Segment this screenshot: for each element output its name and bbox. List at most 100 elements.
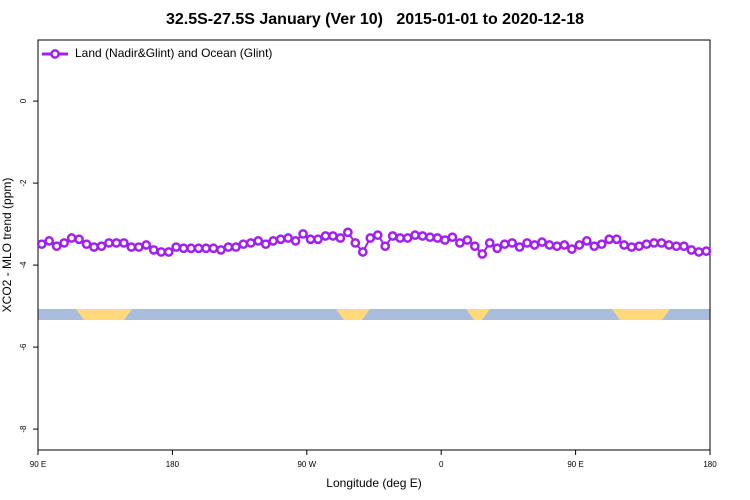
data-point xyxy=(44,236,55,246)
data-point xyxy=(559,240,570,250)
data-point xyxy=(626,242,637,252)
data-point xyxy=(260,239,271,250)
data-point xyxy=(455,238,465,248)
data-point xyxy=(208,243,219,254)
data-point xyxy=(178,243,189,254)
data-point xyxy=(462,235,473,245)
data-point xyxy=(417,231,428,241)
data-point xyxy=(499,239,510,250)
data-point xyxy=(589,241,600,252)
data-point xyxy=(298,229,308,239)
data-point xyxy=(604,234,615,245)
land-band xyxy=(76,309,132,320)
data-point xyxy=(552,241,562,252)
data-point xyxy=(328,231,338,241)
data-point xyxy=(440,235,450,245)
data-point xyxy=(283,233,293,243)
data-point xyxy=(387,231,398,241)
y-tick-label: -4 xyxy=(19,261,28,269)
data-point xyxy=(679,241,689,252)
legend-marker xyxy=(50,49,60,59)
legend-label: Land (Nadir&Glint) and Ocean (Glint) xyxy=(75,46,272,60)
data-point xyxy=(66,233,77,243)
data-point xyxy=(343,227,353,238)
data-point xyxy=(305,234,316,245)
data-point xyxy=(567,244,577,254)
data-point xyxy=(313,234,323,245)
data-point xyxy=(253,236,264,246)
data-point xyxy=(537,237,547,247)
data-point xyxy=(320,231,331,241)
data-point xyxy=(372,230,383,241)
data-point xyxy=(656,238,667,248)
data-point xyxy=(275,234,286,245)
x-tick-label: 90 W xyxy=(297,460,316,469)
data-point xyxy=(148,245,159,255)
y-tick-label: -8 xyxy=(19,425,28,433)
data-point xyxy=(59,238,69,248)
x-tick-label: 90 E xyxy=(567,460,583,469)
data-point xyxy=(133,242,144,252)
data-point xyxy=(447,232,458,243)
data-point xyxy=(111,238,122,248)
y-axis-label: XCO2 - MLO trend (ppm) xyxy=(0,178,14,313)
x-tick-label: 90 E xyxy=(30,460,46,469)
data-point xyxy=(686,245,697,255)
data-point xyxy=(701,246,712,256)
land-band xyxy=(336,309,370,320)
data-point xyxy=(641,239,652,250)
data-point xyxy=(402,233,413,243)
data-point xyxy=(574,240,585,250)
y-tick-label: -2 xyxy=(19,179,28,187)
data-point xyxy=(410,230,420,241)
data-point xyxy=(529,240,540,250)
data-point xyxy=(74,234,84,245)
data-point xyxy=(425,232,435,243)
data-point xyxy=(619,240,629,250)
x-tick-label: 180 xyxy=(166,460,180,469)
data-point xyxy=(649,238,659,248)
data-point xyxy=(664,240,674,250)
data-point xyxy=(141,240,152,250)
data-point xyxy=(350,238,361,248)
data-point xyxy=(492,243,503,254)
data-point xyxy=(611,234,622,245)
data-point xyxy=(245,238,256,248)
data-point xyxy=(126,242,137,252)
data-point xyxy=(104,238,114,248)
data-point xyxy=(231,242,241,252)
data-point xyxy=(477,249,488,259)
data-point xyxy=(357,247,368,257)
data-point xyxy=(268,236,279,246)
data-point xyxy=(671,241,682,252)
data-point xyxy=(484,238,495,248)
y-tick-label: 0 xyxy=(19,98,28,103)
data-point xyxy=(36,239,47,250)
data-point xyxy=(290,236,301,246)
data-point xyxy=(693,247,704,257)
data-point xyxy=(51,241,62,252)
data-point xyxy=(335,233,346,243)
data-point xyxy=(89,242,99,252)
land-band xyxy=(466,309,490,320)
data-point xyxy=(395,233,405,243)
data-point xyxy=(634,241,644,252)
x-tick-label: 0 xyxy=(439,460,444,469)
land-ocean-strip xyxy=(38,309,710,320)
data-point xyxy=(96,241,107,252)
data-point xyxy=(238,239,249,250)
data-point xyxy=(380,241,391,252)
data-point xyxy=(201,243,211,254)
data-point xyxy=(432,233,443,243)
data-point xyxy=(171,242,181,252)
x-tick-label: 180 xyxy=(703,460,717,469)
land-band xyxy=(612,309,670,320)
y-tick-label: -6 xyxy=(19,343,28,351)
chart-title: 32.5S-27.5S January (Ver 10) 2015-01-01 … xyxy=(166,11,584,28)
data-point xyxy=(596,239,607,250)
data-point xyxy=(163,247,174,257)
ocean-band xyxy=(38,309,710,320)
data-point xyxy=(119,238,129,248)
